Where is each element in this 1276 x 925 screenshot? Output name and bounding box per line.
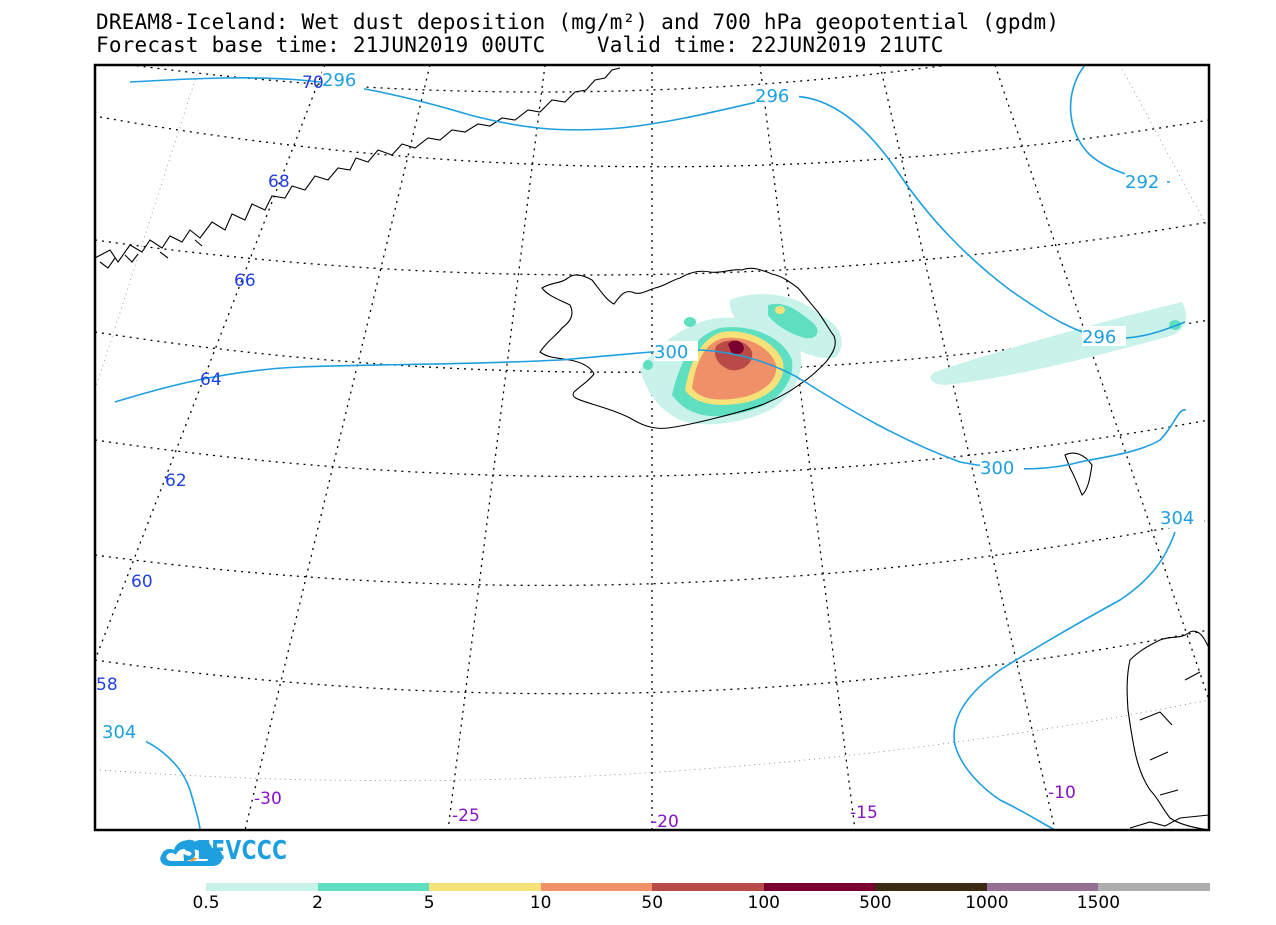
colorbar-segment xyxy=(540,883,653,891)
contour-300 xyxy=(114,349,1187,470)
colorbar-label: 100 xyxy=(747,893,780,913)
colorbar-label: 5 xyxy=(423,893,435,913)
contour-label: 292 xyxy=(1125,172,1159,193)
colorbar-segment xyxy=(986,883,1099,891)
latitude-label: 68 xyxy=(268,172,290,192)
latitude-label: 64 xyxy=(200,370,222,390)
colorbar-label: 0.5 xyxy=(192,893,220,913)
longitude-label: -20 xyxy=(651,812,679,832)
contour-label: 304 xyxy=(102,722,136,743)
chart-subtitle: Forecast base time: 21JUN2019 00UTC Vali… xyxy=(96,33,944,57)
latitude-label: 60 xyxy=(131,572,153,592)
longitude-label: -10 xyxy=(1048,783,1076,803)
longitude-gridlines xyxy=(95,65,1209,830)
latitude-label: 70 xyxy=(302,73,324,93)
contour-label: 296 xyxy=(755,86,789,107)
contour-label: 296 xyxy=(322,70,356,91)
seevccc-logo-icon xyxy=(160,840,223,866)
scandinavia-coast xyxy=(1126,630,1209,830)
colorbar-label: 1500 xyxy=(1076,893,1121,913)
contour-label: 296 xyxy=(1082,327,1116,348)
colorbar-segment xyxy=(206,883,318,891)
chart-title: DREAM8-Iceland: Wet dust deposition (mg/… xyxy=(96,10,1060,34)
longitude-label: -25 xyxy=(452,806,480,826)
longitude-gridlines-faint xyxy=(95,65,1209,391)
colorbar-label: 1000 xyxy=(965,893,1009,913)
latitude-label: 58 xyxy=(96,675,118,695)
colorbar-label: 500 xyxy=(859,893,892,913)
contour-304-west xyxy=(119,732,201,830)
colorbar-segment xyxy=(763,883,876,891)
colorbar-segment xyxy=(429,883,542,891)
dust-plume-east xyxy=(930,302,1186,385)
latitude-label: 62 xyxy=(165,471,187,491)
longitude-label: -30 xyxy=(254,789,282,809)
colorbar-segment xyxy=(317,883,430,891)
contour-292 xyxy=(1069,65,1171,183)
colorbar-label: 50 xyxy=(641,893,664,913)
contour-296-north xyxy=(129,77,1186,340)
dust-area-darkred xyxy=(728,340,744,355)
colorbar-segment xyxy=(1098,883,1211,891)
colorbar-label: 10 xyxy=(529,893,552,913)
latitude-label: 66 xyxy=(234,271,256,291)
colorbar-label: 2 xyxy=(312,893,323,913)
colorbar-segment xyxy=(652,883,765,891)
contour-label: 300 xyxy=(980,458,1014,479)
contour-label: 300 xyxy=(654,342,688,363)
iceland-coast xyxy=(539,267,836,429)
seevccc-logo-text: SEEVCCC xyxy=(182,836,288,866)
coastlines xyxy=(95,67,1209,830)
map-frame xyxy=(93,63,1211,832)
contour-label: 304 xyxy=(1160,508,1194,529)
longitude-label: -15 xyxy=(850,803,878,823)
colorbar-segment xyxy=(875,883,988,891)
contour-304-east xyxy=(953,531,1176,830)
greenland-coast xyxy=(95,67,621,263)
